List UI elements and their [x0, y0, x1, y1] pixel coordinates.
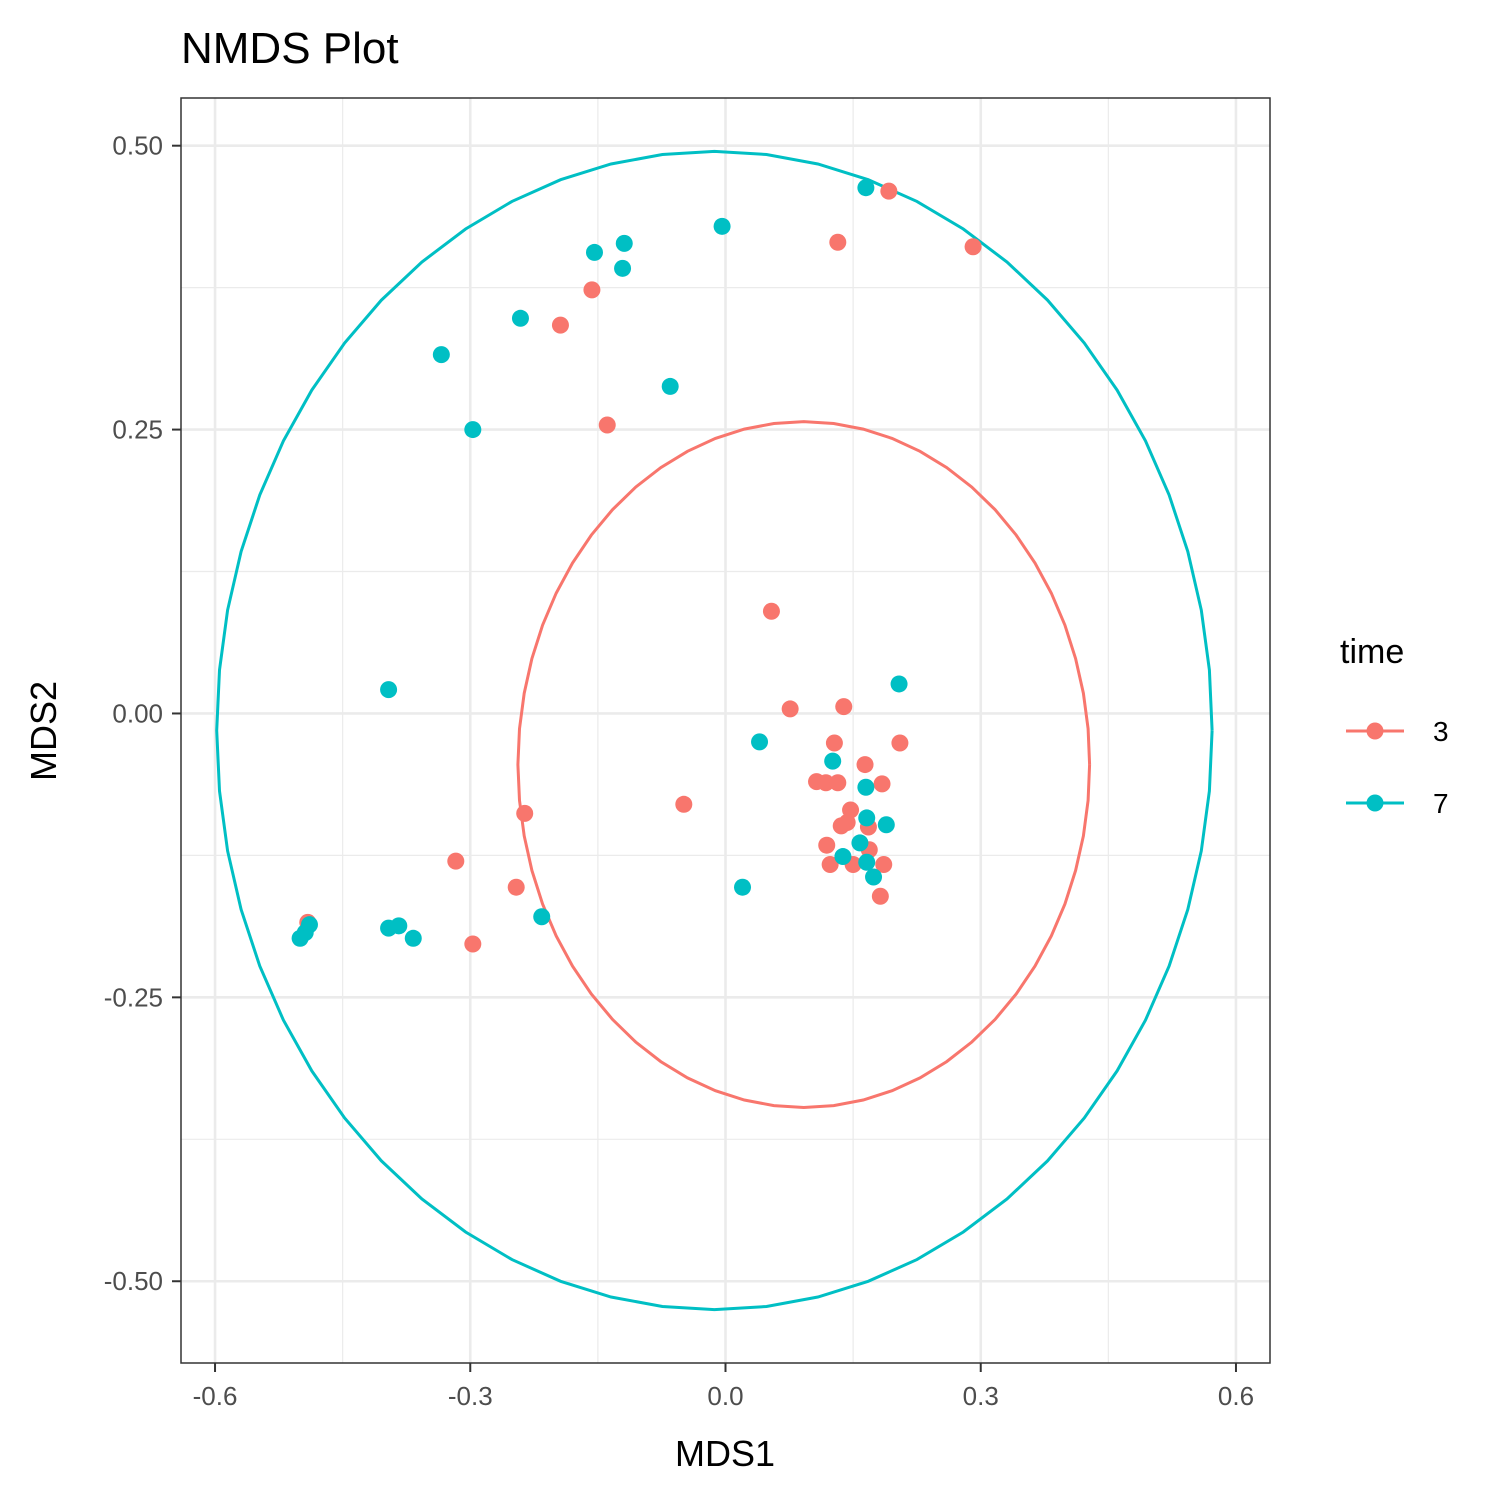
x-tick-label: -0.3 [448, 1381, 493, 1411]
y-tick-label: 0.50 [112, 131, 163, 161]
point-time-7 [751, 733, 769, 751]
point-time-3 [825, 734, 843, 752]
point-time-7 [291, 929, 309, 947]
y-tick-label: -0.25 [104, 982, 163, 1012]
point-time-7 [851, 834, 869, 852]
point-time-7 [464, 421, 482, 439]
point-time-3 [817, 774, 835, 792]
legend-label: 3 [1433, 716, 1449, 747]
point-time-7 [890, 675, 908, 693]
ellipse-time-3 [516, 420, 1092, 1110]
point-time-3 [675, 795, 693, 813]
legend-label: 7 [1433, 788, 1449, 819]
points [291, 179, 982, 953]
point-time-7 [865, 868, 883, 886]
point-time-7 [661, 377, 679, 395]
point-time-3 [829, 233, 847, 251]
legend: time 3 7 [1340, 633, 1449, 819]
point-time-3 [821, 855, 839, 873]
x-axis-title: MDS1 [675, 1433, 775, 1474]
point-time-3 [856, 756, 874, 774]
point-time-7 [614, 259, 632, 277]
point-time-3 [818, 836, 836, 854]
point-time-7 [432, 346, 450, 364]
point-time-7 [511, 309, 529, 327]
point-time-3 [762, 602, 780, 620]
point-time-3 [891, 734, 909, 752]
point-time-3 [447, 852, 465, 870]
point-time-3 [880, 182, 898, 200]
point-time-7 [857, 179, 875, 197]
point-time-3 [829, 774, 847, 792]
y-axis: 0.50 0.25 0.00 -0.25 -0.50 [104, 131, 181, 1296]
point-time-3 [551, 316, 569, 334]
point-time-3 [875, 855, 893, 873]
point-time-3 [598, 416, 616, 434]
point-time-7 [380, 681, 398, 699]
y-axis-title: MDS2 [23, 681, 64, 781]
point-time-7 [380, 919, 398, 937]
point-time-7 [713, 217, 731, 235]
point-time-3 [464, 935, 482, 953]
y-tick-label: 0.00 [112, 698, 163, 728]
point-time-7 [858, 809, 876, 827]
ellipses [215, 149, 1214, 1312]
x-tick-label: 0.0 [707, 1381, 743, 1411]
x-tick-label: 0.3 [963, 1381, 999, 1411]
point-time-7 [824, 752, 842, 770]
grid [181, 98, 1270, 1363]
point-time-7 [857, 778, 875, 796]
point-time-3 [871, 887, 889, 905]
point-time-7 [877, 816, 895, 834]
point-time-3 [507, 878, 525, 896]
point-time-3 [832, 817, 850, 835]
y-tick-label: 0.25 [112, 415, 163, 445]
y-tick-label: -0.50 [104, 1266, 163, 1296]
point-time-7 [615, 234, 633, 252]
point-time-3 [835, 698, 853, 716]
legend-key-point [1366, 722, 1384, 740]
point-time-3 [516, 804, 534, 822]
x-tick-label: -0.6 [193, 1381, 238, 1411]
x-tick-label: 0.6 [1218, 1381, 1254, 1411]
point-time-7 [533, 908, 551, 926]
point-time-3 [873, 775, 891, 793]
ellipse-time-7 [215, 149, 1214, 1312]
point-time-3 [583, 281, 601, 299]
legend-key-point [1366, 794, 1384, 812]
point-time-7 [585, 243, 603, 261]
point-time-7 [734, 878, 752, 896]
point-time-7 [834, 848, 852, 866]
x-axis: -0.6 -0.3 0.0 0.3 0.6 [193, 1363, 1254, 1411]
point-time-3 [781, 700, 799, 718]
legend-title: time [1340, 633, 1404, 671]
chart-title: NMDS Plot [181, 24, 399, 73]
point-time-7 [858, 853, 876, 871]
point-time-3 [964, 238, 982, 256]
point-time-7 [404, 929, 422, 947]
